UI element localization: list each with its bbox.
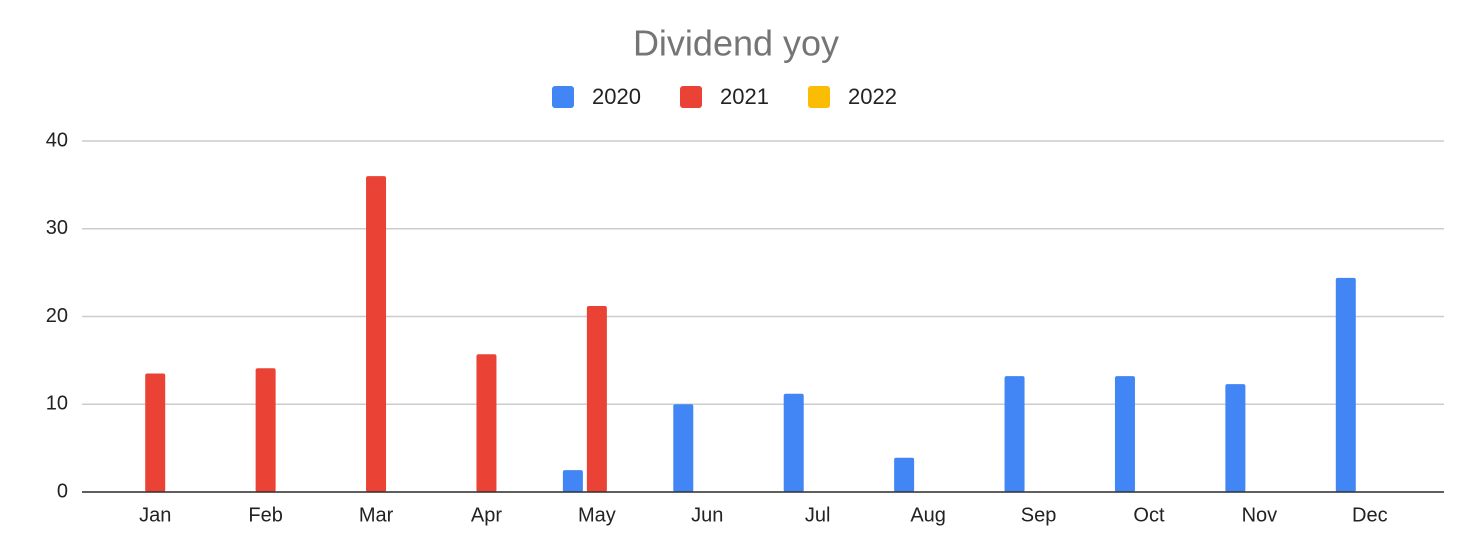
chart-title: Dividend yoy (633, 23, 839, 64)
x-tick-label: Jun (691, 504, 723, 526)
bar (783, 393, 804, 492)
y-tick-label: 40 (46, 129, 68, 151)
x-tick-label: Oct (1133, 504, 1165, 526)
bar (255, 368, 276, 492)
bar (1335, 277, 1356, 492)
legend-label: 2022 (848, 84, 897, 109)
bar (366, 176, 387, 492)
legend-label: 2021 (720, 84, 769, 109)
bar (894, 457, 915, 492)
y-tick-label: 20 (46, 305, 68, 327)
x-tick-label: May (578, 504, 616, 526)
bar (586, 305, 607, 492)
legend-swatch (552, 86, 574, 108)
bar (673, 404, 694, 492)
bar (145, 373, 166, 492)
x-tick-label: Mar (359, 504, 394, 526)
x-tick-label: Jul (805, 504, 831, 526)
bar (1114, 376, 1135, 492)
bar (1004, 376, 1025, 492)
y-tick-label: 30 (46, 217, 68, 239)
legend-swatch (808, 86, 830, 108)
x-tick-label: Sep (1021, 504, 1057, 526)
legend-label: 2020 (592, 84, 641, 109)
bar (1225, 384, 1246, 492)
y-tick-label: 0 (57, 480, 68, 502)
x-tick-label: Jan (139, 504, 171, 526)
x-tick-label: Aug (910, 504, 946, 526)
bar (562, 470, 583, 492)
x-tick-label: Dec (1352, 504, 1388, 526)
x-tick-label: Apr (471, 504, 502, 526)
x-tick-label: Feb (248, 504, 282, 526)
bar (476, 354, 497, 492)
y-tick-label: 10 (46, 393, 68, 415)
x-tick-label: Nov (1242, 504, 1278, 526)
legend-swatch (680, 86, 702, 108)
